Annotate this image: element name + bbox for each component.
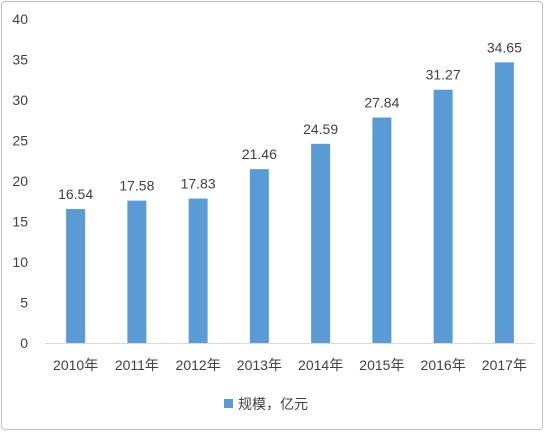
data-label: 17.83 (181, 176, 216, 192)
data-label: 24.59 (303, 121, 338, 137)
x-tick-label: 2016年 (421, 357, 466, 373)
bar (188, 198, 208, 343)
legend-swatch (224, 399, 233, 408)
bar (311, 143, 331, 343)
x-tick-label: 2013年 (237, 357, 282, 373)
x-tick-label: 2012年 (176, 357, 221, 373)
data-label: 31.27 (426, 67, 461, 83)
y-tick-label: 35 (12, 52, 28, 68)
y-tick-label: 20 (12, 173, 28, 189)
data-label: 17.58 (119, 178, 154, 194)
y-tick-label: 40 (12, 11, 28, 27)
y-tick-label: 30 (12, 92, 28, 108)
bar (494, 62, 514, 344)
bar (127, 200, 147, 343)
legend-label: 规模，亿元 (238, 396, 308, 412)
data-label: 34.65 (487, 39, 522, 55)
y-tick-label: 10 (12, 254, 28, 270)
y-tick-label: 5 (20, 295, 28, 311)
x-tick-label: 2015年 (359, 357, 404, 373)
bar (66, 209, 86, 343)
y-axis: 0 5 10 15 20 25 30 35 40 (12, 11, 28, 351)
x-tick-label: 2014年 (298, 357, 343, 373)
data-label: 21.46 (242, 146, 277, 162)
y-tick-label: 0 (20, 335, 28, 351)
x-axis: 2010年 2011年 2012年 2013年 2014年 2015年 2016年 2017年 (45, 343, 535, 373)
bar (433, 89, 453, 343)
x-tick-label: 2011年 (115, 357, 159, 373)
x-tick-label: 2010年 (53, 357, 98, 373)
legend: 规模，亿元 (224, 396, 308, 412)
bar (249, 169, 269, 343)
data-label: 16.54 (58, 186, 93, 202)
bar (372, 117, 392, 343)
bars (66, 62, 514, 344)
data-labels: 16.54 17.58 17.83 21.46 24.59 27.84 31.27 34.65 (58, 39, 522, 202)
y-tick-label: 15 (12, 214, 28, 230)
x-tick-label: 2017年 (482, 357, 527, 373)
y-tick-label: 25 (12, 133, 28, 149)
data-label: 27.84 (364, 94, 399, 110)
